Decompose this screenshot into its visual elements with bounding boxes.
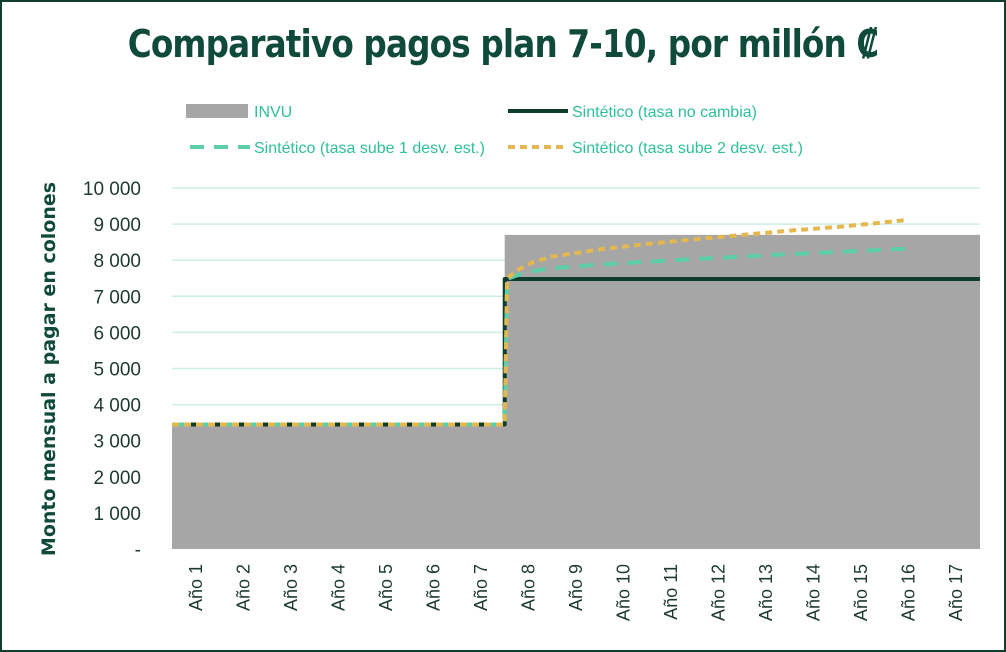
x-tick-label: Año 17: [946, 564, 966, 621]
x-tick-label: Año 16: [899, 564, 919, 621]
x-tick-label: Año 1: [186, 564, 206, 611]
y-tick-label: 10 000: [83, 179, 141, 200]
invu-area: [172, 234, 980, 549]
series-line: [172, 276, 980, 427]
x-tick-label: Año 8: [518, 564, 538, 611]
legend: INVU Sintético (tasa no cambia) Sintético …: [186, 104, 803, 157]
x-tick-label: Año 7: [471, 564, 491, 611]
x-tick-label: Año 5: [376, 564, 396, 611]
y-tick-label: 1 000: [93, 504, 141, 525]
legend-label: INVU: [254, 104, 292, 121]
legend-label: Sintético (tasa sube 2 desv. est.): [572, 140, 803, 157]
y-tick-label: 7 000: [93, 287, 141, 308]
x-tick-label: Año 4: [328, 564, 348, 611]
y-tick-label: 4 000: [93, 396, 141, 417]
y-tick-label: -: [135, 540, 141, 561]
series-area: [172, 234, 980, 549]
y-tick-labels: - 1 000 2 000 3 000 4 000 5 000 6 000 7 000 8 00…: [83, 179, 141, 561]
chart-title: Comparativo pagos plan 7-10, por millón …: [127, 22, 879, 66]
y-tick-label: 3 000: [93, 432, 141, 453]
series-lines: [172, 217, 980, 427]
x-tick-label: Año 2: [233, 564, 253, 611]
x-tick-label: Año 11: [661, 564, 681, 620]
x-tick-labels: Año 1 Año 2 Año 3 Año 4 Año 5 Año 6 Año 7 Año 8…: [186, 564, 966, 621]
x-tick-label: Año 13: [756, 564, 776, 621]
y-tick-label: 5 000: [93, 360, 141, 381]
legend-label: Sintético (tasa sube 1 desv. est.): [254, 140, 485, 157]
y-axis-label: Monto mensual a pagar en colones: [38, 182, 60, 556]
y-tick-label: 6 000: [93, 323, 141, 344]
x-tick-label: Año 6: [423, 564, 443, 611]
y-tick-label: 2 000: [93, 468, 141, 489]
x-tick-label: Año 10: [614, 564, 634, 621]
y-tick-label: 8 000: [93, 251, 141, 272]
x-tick-label: Año 9: [566, 564, 586, 611]
x-tick-label: Año 3: [281, 564, 301, 611]
y-tick-label: 9 000: [93, 215, 141, 236]
x-tick-label: Año 14: [804, 564, 824, 621]
legend-swatch: [186, 104, 248, 118]
x-tick-label: Año 12: [709, 564, 729, 621]
series-line: [172, 217, 909, 427]
legend-label: Sintético (tasa no cambia): [572, 104, 757, 121]
x-tick-label: Año 15: [851, 564, 871, 621]
